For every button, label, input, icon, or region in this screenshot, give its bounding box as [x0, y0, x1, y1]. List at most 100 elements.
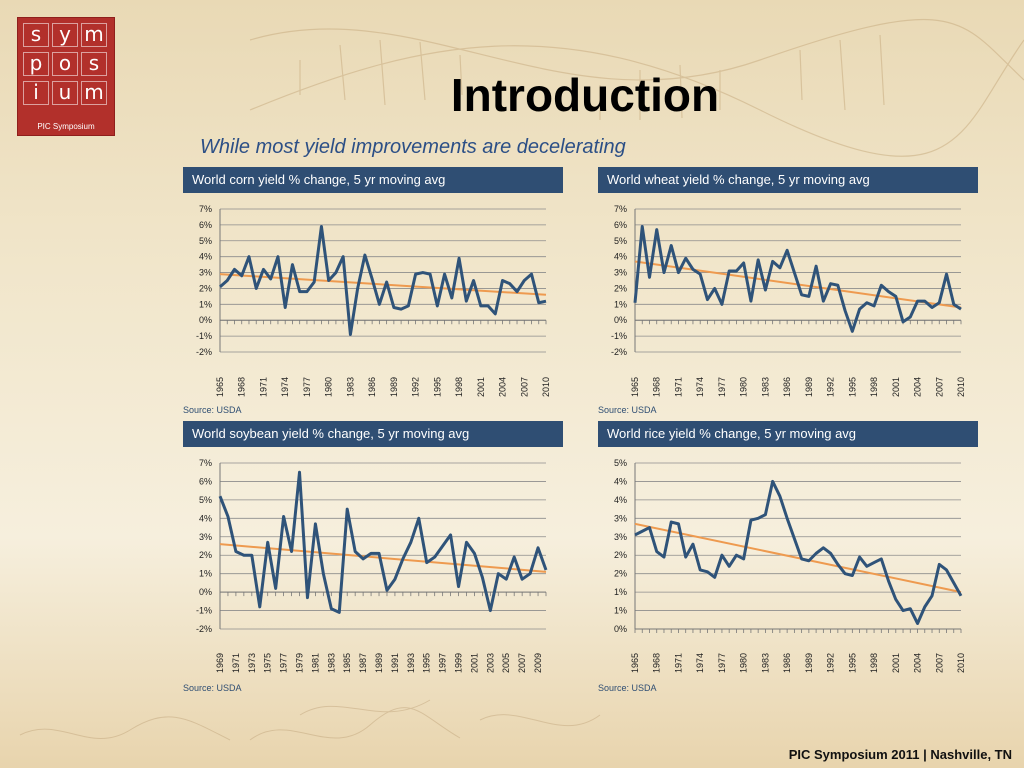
y-tick-label: -1% — [611, 331, 627, 341]
y-tick-label: 0% — [614, 624, 627, 634]
y-tick-label: 2% — [614, 550, 627, 560]
chart-title: World corn yield % change, 5 yr moving a… — [183, 167, 563, 193]
x-tick-label: 2010 — [956, 653, 966, 673]
trend-line — [634, 522, 962, 594]
x-tick-label: 1983 — [760, 653, 770, 673]
logo-letter: o — [52, 52, 78, 76]
x-tick-label: 1995 — [422, 653, 432, 673]
x-tick-label: 1977 — [717, 377, 727, 397]
y-tick-label: 3% — [614, 513, 627, 523]
yield-series-line — [633, 224, 962, 333]
y-tick-label: 6% — [614, 220, 627, 230]
yield-series-line — [634, 479, 963, 625]
y-tick-label: 4% — [614, 252, 627, 262]
x-tick-label: 1965 — [630, 653, 640, 673]
wheat-yield-chart: 7% 6% 5% 4% 3% 2% 1% 0% -1% -2% 1965 1968 1971 1974 19… — [611, 204, 966, 397]
x-tick-label: 2004 — [913, 377, 923, 397]
x-tick-label: 1977 — [717, 653, 727, 673]
x-tick-label: 1968 — [237, 377, 247, 397]
x-tick-label: 1974 — [695, 377, 705, 397]
x-tick-label: 1998 — [869, 653, 879, 673]
x-tick-label: 1989 — [804, 653, 814, 673]
y-tick-label: 1% — [614, 299, 627, 309]
x-tick-label: 1993 — [406, 653, 416, 673]
x-tick-label: 1971 — [673, 653, 683, 673]
y-tick-label: 1% — [614, 587, 627, 597]
x-tick-label: 2010 — [956, 377, 966, 397]
logo-letter: s — [81, 52, 107, 76]
y-tick-label: 6% — [199, 220, 212, 230]
logo-caption: PIC Symposium — [37, 122, 95, 131]
x-tick-label: 1973 — [247, 653, 257, 673]
x-tick-label: 1987 — [358, 653, 368, 673]
logo-letter: u — [52, 81, 78, 105]
x-tick-label: 1983 — [345, 377, 355, 397]
slide-subtitle: While most yield improvements are decele… — [200, 136, 626, 158]
y-tick-label: 1% — [199, 299, 212, 309]
chart-title: World wheat yield % change, 5 yr moving … — [598, 167, 978, 193]
corn-yield-chart: 7% 6% 5% 4% 3% 2% 1% 0% -1% -2% 1965 1968 1971 1974 19… — [196, 204, 551, 397]
logo-letter: m — [81, 81, 107, 105]
y-tick-label: 7% — [199, 204, 212, 214]
x-tick-label: 2009 — [533, 653, 543, 673]
x-tick-label: 1986 — [782, 377, 792, 397]
x-tick-label: 1977 — [302, 377, 312, 397]
x-tick-label: 1968 — [652, 653, 662, 673]
logo-letter: s — [23, 23, 49, 47]
soybean-yield-chart: 7% 6% 5% 4% 3% 2% 1% 0% -1% -2% 1969 1971 1973 1975 19… — [196, 458, 548, 673]
y-tick-label: 2% — [614, 283, 627, 293]
y-tick-label: 5% — [614, 458, 627, 468]
y-tick-label: 5% — [199, 236, 212, 246]
y-tick-label: 3% — [614, 532, 627, 542]
x-tick-label: 2007 — [934, 653, 944, 673]
y-tick-label: 2% — [614, 569, 627, 579]
logo-letter: m — [81, 23, 107, 47]
chart-source: Source: USDA — [598, 405, 657, 415]
x-tick-label: 1980 — [739, 653, 749, 673]
y-tick-label: 7% — [199, 458, 212, 468]
x-tick-label: 1991 — [390, 653, 400, 673]
x-tick-label: 2007 — [934, 377, 944, 397]
chart-title: World soybean yield % change, 5 yr movin… — [183, 421, 563, 447]
x-tick-label: 2005 — [501, 653, 511, 673]
y-tick-label: -2% — [196, 347, 212, 357]
x-tick-label: 1989 — [389, 377, 399, 397]
x-tick-label: 2007 — [519, 377, 529, 397]
y-tick-label: 5% — [614, 236, 627, 246]
trend-line — [219, 273, 547, 296]
y-tick-label: 0% — [199, 587, 212, 597]
logo-letter: i — [23, 81, 49, 105]
y-tick-label: 1% — [199, 569, 212, 579]
y-tick-label: 7% — [614, 204, 627, 214]
x-tick-label: 2004 — [913, 653, 923, 673]
symposium-logo: s y m p o s i u m PIC Symposium — [17, 17, 115, 136]
y-tick-label: 5% — [199, 495, 212, 505]
y-tick-label: 3% — [199, 532, 212, 542]
yield-series-line — [219, 224, 547, 337]
x-tick-label: 1998 — [869, 377, 879, 397]
y-tick-label: 4% — [614, 476, 627, 486]
x-tick-label: 1968 — [652, 377, 662, 397]
chart-title: World rice yield % change, 5 yr moving a… — [598, 421, 978, 447]
x-tick-label: 1999 — [454, 653, 464, 673]
x-tick-label: 1992 — [411, 377, 421, 397]
x-tick-label: 1998 — [454, 377, 464, 397]
y-tick-label: 0% — [614, 315, 627, 325]
x-tick-label: 1986 — [367, 377, 377, 397]
x-tick-label: 1971 — [673, 377, 683, 397]
y-tick-label: 6% — [199, 476, 212, 486]
y-tick-label: 3% — [614, 268, 627, 278]
x-tick-label: 1975 — [263, 653, 273, 673]
x-tick-label: 2004 — [498, 377, 508, 397]
y-tick-label: 2% — [199, 550, 212, 560]
x-tick-label: 1965 — [215, 377, 225, 397]
logo-letter: p — [23, 52, 49, 76]
x-tick-label: 1977 — [279, 653, 289, 673]
y-tick-label: -2% — [611, 347, 627, 357]
x-tick-label: 1965 — [630, 377, 640, 397]
trend-line — [219, 543, 547, 573]
chart-source: Source: USDA — [183, 405, 242, 415]
x-tick-label: 1986 — [782, 653, 792, 673]
x-tick-label: 1983 — [326, 653, 336, 673]
x-tick-label: 1983 — [760, 377, 770, 397]
